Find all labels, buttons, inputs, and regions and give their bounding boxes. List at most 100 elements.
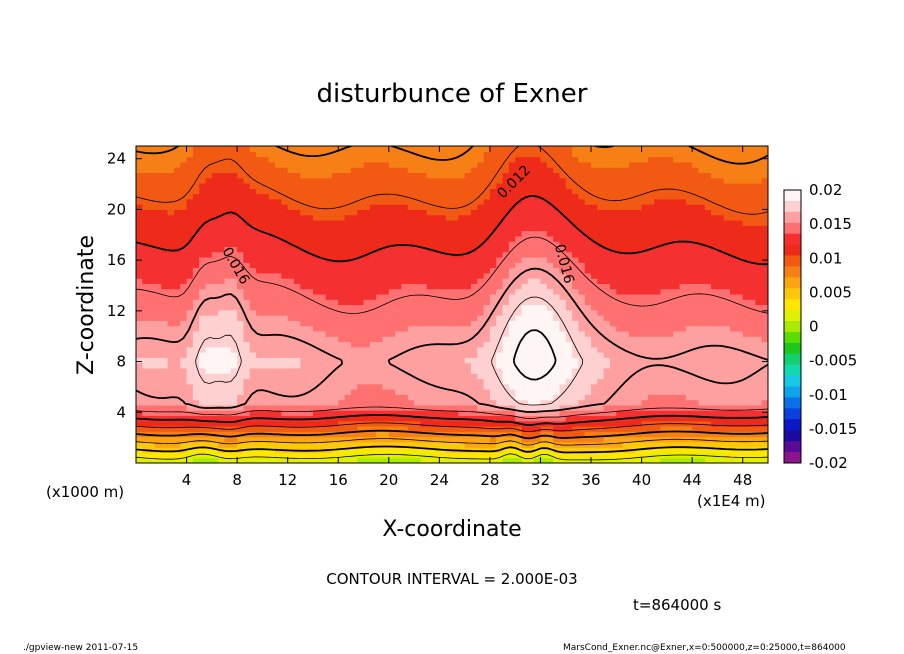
- heatmap-cell: [363, 415, 371, 422]
- heatmap-cell: [483, 172, 491, 179]
- heatmap-cell: [167, 367, 175, 374]
- heatmap-cell: [161, 204, 169, 210]
- heatmap-cell: [173, 426, 181, 432]
- heatmap-cell: [597, 441, 605, 448]
- heatmap-cell: [483, 225, 491, 232]
- heatmap-cell: [218, 420, 226, 427]
- heatmap-cell: [180, 330, 188, 337]
- heatmap-cell: [610, 219, 617, 226]
- heatmap-cell: [591, 309, 598, 316]
- heatmap-cell: [496, 299, 504, 306]
- heatmap-cell: [294, 373, 301, 380]
- heatmap-cell: [565, 299, 573, 306]
- heatmap-cell: [458, 394, 466, 401]
- heatmap-cell: [192, 383, 200, 390]
- heatmap-cell: [591, 362, 598, 369]
- heatmap-cell: [180, 188, 188, 195]
- heatmap-cell: [439, 299, 447, 306]
- heatmap-cell: [230, 177, 238, 184]
- heatmap-cell: [218, 230, 226, 237]
- heatmap-cell: [319, 426, 327, 432]
- heatmap-cell: [262, 156, 270, 163]
- heatmap-cell: [205, 367, 213, 374]
- heatmap-cell: [452, 198, 459, 205]
- heatmap-cell: [464, 452, 472, 459]
- heatmap-cell: [559, 404, 567, 411]
- heatmap-cell: [224, 330, 232, 337]
- heatmap-cell: [660, 378, 668, 385]
- heatmap-cell: [369, 404, 377, 411]
- heatmap-cell: [312, 325, 320, 332]
- heatmap-cell: [388, 230, 396, 237]
- heatmap-cell: [622, 293, 630, 300]
- heatmap-cell: [414, 167, 421, 174]
- heatmap-cell: [426, 209, 434, 216]
- heatmap-cell: [287, 341, 295, 348]
- heatmap-cell: [338, 378, 346, 385]
- heatmap-cell: [527, 241, 535, 247]
- heatmap-cell: [635, 288, 643, 295]
- heatmap-cell: [205, 230, 213, 237]
- heatmap-cell: [249, 177, 257, 184]
- heatmap-cell: [281, 272, 289, 279]
- heatmap-cell: [401, 204, 409, 210]
- heatmap-cell: [256, 320, 263, 327]
- heatmap-cell: [357, 357, 365, 364]
- heatmap-cell: [565, 246, 573, 253]
- heatmap-cell: [268, 161, 276, 168]
- heatmap-cell: [262, 352, 270, 358]
- heatmap-cell: [445, 394, 453, 401]
- heatmap-cell: [603, 367, 611, 374]
- heatmap-cell: [603, 182, 611, 189]
- heatmap-cell: [281, 420, 289, 427]
- heatmap-cell: [597, 389, 605, 395]
- heatmap-cell: [325, 225, 333, 232]
- heatmap-cell: [395, 251, 403, 258]
- heatmap-cell: [237, 346, 245, 353]
- heatmap-cell: [173, 278, 181, 284]
- heatmap-cell: [331, 346, 339, 353]
- heatmap-cell: [635, 283, 643, 290]
- heatmap-cell: [224, 193, 232, 200]
- heatmap-cell: [154, 214, 162, 221]
- heatmap-cell: [148, 426, 156, 432]
- heatmap-cell: [546, 447, 554, 454]
- heatmap-cell: [388, 204, 396, 210]
- heatmap-cell: [382, 441, 390, 448]
- heatmap-cell: [502, 389, 510, 395]
- heatmap-cell: [249, 357, 257, 364]
- heatmap-cell: [154, 246, 162, 253]
- heatmap-cell: [401, 188, 409, 195]
- heatmap-cell: [660, 457, 668, 463]
- heatmap-cell: [136, 214, 143, 221]
- heatmap-cell: [635, 346, 643, 353]
- heatmap-cell: [502, 394, 510, 401]
- heatmap-cell: [414, 204, 421, 210]
- heatmap-cell: [294, 378, 301, 385]
- heatmap-cell: [445, 177, 453, 184]
- heatmap-cell: [154, 235, 162, 242]
- heatmap-cell: [142, 404, 150, 411]
- heatmap-cell: [603, 156, 611, 163]
- heatmap-cell: [591, 399, 598, 406]
- heatmap-cell: [167, 452, 175, 459]
- heatmap-cell: [458, 214, 466, 221]
- heatmap-cell: [357, 193, 365, 200]
- heatmap-cell: [420, 367, 428, 374]
- heatmap-cell: [496, 246, 504, 253]
- heatmap-cell: [161, 225, 169, 232]
- heatmap-cell: [641, 193, 649, 200]
- heatmap-cell: [325, 367, 333, 374]
- heatmap-cell: [319, 177, 327, 184]
- heatmap-cell: [407, 151, 415, 158]
- heatmap-cell: [249, 278, 257, 284]
- heatmap-cell: [325, 283, 333, 290]
- heatmap-cell: [180, 315, 188, 321]
- heatmap-cell: [199, 457, 207, 463]
- heatmap-cell: [647, 161, 655, 168]
- heatmap-cell: [458, 362, 466, 369]
- heatmap-cell: [610, 426, 617, 432]
- heatmap-cell: [603, 341, 611, 348]
- heatmap-cell: [344, 346, 352, 353]
- heatmap-cell: [527, 293, 535, 300]
